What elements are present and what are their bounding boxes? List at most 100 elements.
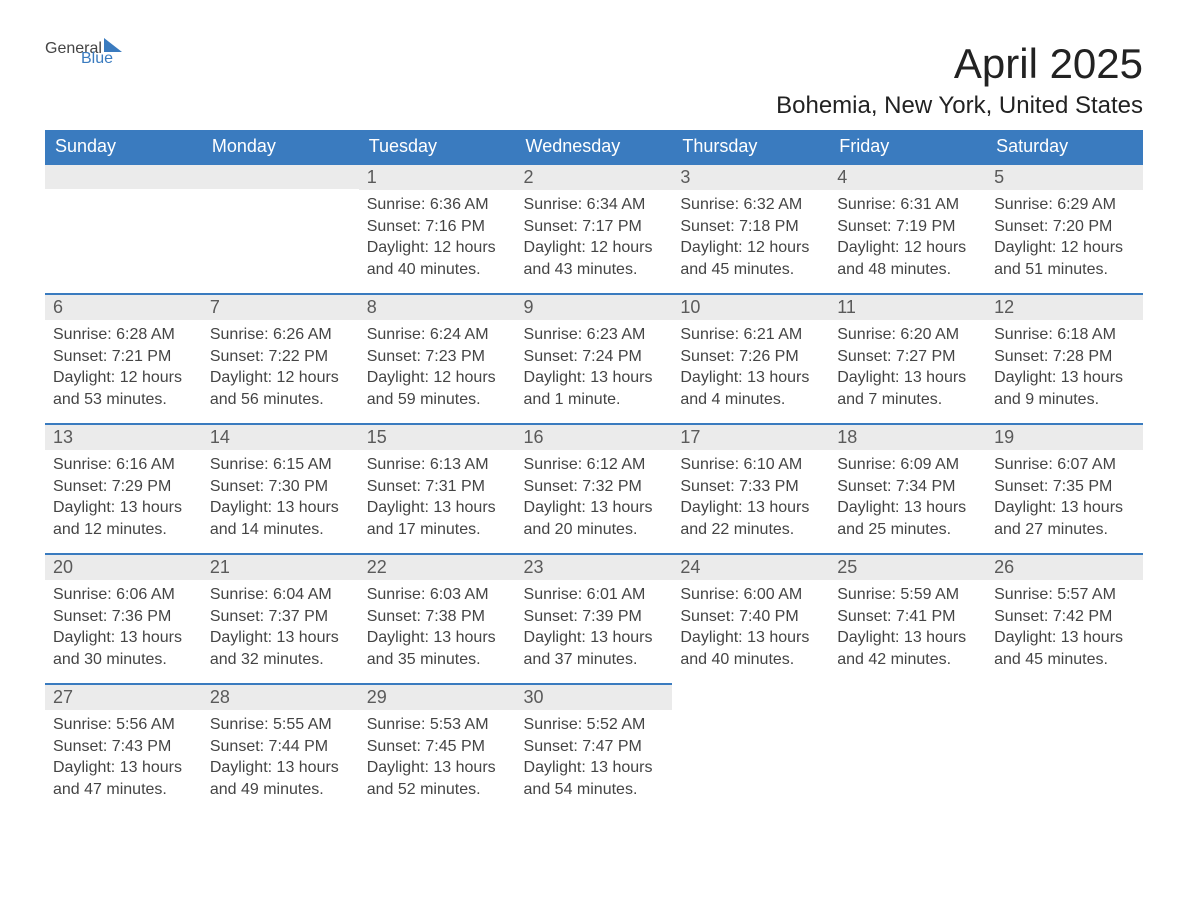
calendar-day-cell (45, 163, 202, 293)
day-number-bar: 26 (986, 553, 1143, 580)
day-number-bar: 4 (829, 163, 986, 190)
daylight-text: Daylight: 12 hours and 59 minutes. (367, 367, 508, 410)
location-subtitle: Bohemia, New York, United States (776, 92, 1143, 120)
day-number-bar: 1 (359, 163, 516, 190)
daylight-text: Daylight: 13 hours and 32 minutes. (210, 627, 351, 670)
day-details: Sunrise: 6:36 AMSunset: 7:16 PMDaylight:… (359, 190, 516, 290)
sunrise-text: Sunrise: 6:26 AM (210, 324, 351, 346)
day-details: Sunrise: 5:59 AMSunset: 7:41 PMDaylight:… (829, 580, 986, 680)
day-number-bar: 7 (202, 293, 359, 320)
day-details: Sunrise: 6:06 AMSunset: 7:36 PMDaylight:… (45, 580, 202, 680)
calendar-day-cell: 13Sunrise: 6:16 AMSunset: 7:29 PMDayligh… (45, 423, 202, 553)
sunset-text: Sunset: 7:35 PM (994, 476, 1135, 498)
sunrise-text: Sunrise: 6:12 AM (524, 454, 665, 476)
daylight-text: Daylight: 13 hours and 20 minutes. (524, 497, 665, 540)
day-number-bar: 6 (45, 293, 202, 320)
sunset-text: Sunset: 7:32 PM (524, 476, 665, 498)
sunrise-text: Sunrise: 6:21 AM (680, 324, 821, 346)
calendar-day-cell: 9Sunrise: 6:23 AMSunset: 7:24 PMDaylight… (516, 293, 673, 423)
calendar-week-row: 27Sunrise: 5:56 AMSunset: 7:43 PMDayligh… (45, 683, 1143, 813)
sunrise-text: Sunrise: 5:53 AM (367, 714, 508, 736)
day-details: Sunrise: 6:24 AMSunset: 7:23 PMDaylight:… (359, 320, 516, 420)
daylight-text: Daylight: 12 hours and 51 minutes. (994, 237, 1135, 280)
calendar-day-cell (986, 683, 1143, 813)
sunrise-text: Sunrise: 5:56 AM (53, 714, 194, 736)
day-number-bar: 28 (202, 683, 359, 710)
calendar-week-row: 6Sunrise: 6:28 AMSunset: 7:21 PMDaylight… (45, 293, 1143, 423)
logo: General Blue (45, 40, 122, 68)
day-number-bar: 3 (672, 163, 829, 190)
calendar-day-cell (829, 683, 986, 813)
sunrise-text: Sunrise: 6:32 AM (680, 194, 821, 216)
sunrise-text: Sunrise: 6:01 AM (524, 584, 665, 606)
day-details: Sunrise: 5:55 AMSunset: 7:44 PMDaylight:… (202, 710, 359, 810)
day-number-bar: 19 (986, 423, 1143, 450)
sunrise-text: Sunrise: 5:52 AM (524, 714, 665, 736)
sunrise-text: Sunrise: 6:31 AM (837, 194, 978, 216)
sunset-text: Sunset: 7:42 PM (994, 606, 1135, 628)
sunset-text: Sunset: 7:18 PM (680, 216, 821, 238)
daylight-text: Daylight: 12 hours and 45 minutes. (680, 237, 821, 280)
daylight-text: Daylight: 13 hours and 54 minutes. (524, 757, 665, 800)
sunset-text: Sunset: 7:37 PM (210, 606, 351, 628)
day-details: Sunrise: 6:23 AMSunset: 7:24 PMDaylight:… (516, 320, 673, 420)
sunrise-text: Sunrise: 6:04 AM (210, 584, 351, 606)
day-number-bar: 9 (516, 293, 673, 320)
daylight-text: Daylight: 13 hours and 14 minutes. (210, 497, 351, 540)
logo-flag-icon (104, 38, 122, 52)
sunset-text: Sunset: 7:21 PM (53, 346, 194, 368)
daylight-text: Daylight: 13 hours and 25 minutes. (837, 497, 978, 540)
sunrise-text: Sunrise: 6:28 AM (53, 324, 194, 346)
weekday-header: Tuesday (359, 130, 516, 163)
daylight-text: Daylight: 13 hours and 37 minutes. (524, 627, 665, 670)
day-details: Sunrise: 5:57 AMSunset: 7:42 PMDaylight:… (986, 580, 1143, 680)
daylight-text: Daylight: 13 hours and 47 minutes. (53, 757, 194, 800)
calendar-day-cell: 29Sunrise: 5:53 AMSunset: 7:45 PMDayligh… (359, 683, 516, 813)
day-number-bar: 16 (516, 423, 673, 450)
sunset-text: Sunset: 7:36 PM (53, 606, 194, 628)
day-details: Sunrise: 5:53 AMSunset: 7:45 PMDaylight:… (359, 710, 516, 810)
sunrise-text: Sunrise: 6:16 AM (53, 454, 194, 476)
day-details: Sunrise: 5:56 AMSunset: 7:43 PMDaylight:… (45, 710, 202, 810)
sunrise-text: Sunrise: 5:57 AM (994, 584, 1135, 606)
day-details: Sunrise: 6:28 AMSunset: 7:21 PMDaylight:… (45, 320, 202, 420)
day-details: Sunrise: 6:34 AMSunset: 7:17 PMDaylight:… (516, 190, 673, 290)
sunrise-text: Sunrise: 6:15 AM (210, 454, 351, 476)
daylight-text: Daylight: 13 hours and 12 minutes. (53, 497, 194, 540)
calendar-day-cell (202, 163, 359, 293)
daylight-text: Daylight: 12 hours and 53 minutes. (53, 367, 194, 410)
day-number-bar (202, 163, 359, 189)
header: General Blue April 2025 Bohemia, New Yor… (45, 40, 1143, 120)
calendar-day-cell: 4Sunrise: 6:31 AMSunset: 7:19 PMDaylight… (829, 163, 986, 293)
sunset-text: Sunset: 7:31 PM (367, 476, 508, 498)
weekday-header: Saturday (986, 130, 1143, 163)
calendar-day-cell: 3 Sunrise: 6:32 AMSunset: 7:18 PMDaylight… (672, 163, 829, 293)
calendar-day-cell: 17Sunrise: 6:10 AMSunset: 7:33 PMDayligh… (672, 423, 829, 553)
sunrise-text: Sunrise: 6:34 AM (524, 194, 665, 216)
day-details: Sunrise: 6:16 AMSunset: 7:29 PMDaylight:… (45, 450, 202, 550)
sunrise-text: Sunrise: 6:36 AM (367, 194, 508, 216)
day-number-bar: 29 (359, 683, 516, 710)
calendar-day-cell: 18Sunrise: 6:09 AMSunset: 7:34 PMDayligh… (829, 423, 986, 553)
daylight-text: Daylight: 13 hours and 42 minutes. (837, 627, 978, 670)
weekday-header: Monday (202, 130, 359, 163)
calendar-day-cell: 27Sunrise: 5:56 AMSunset: 7:43 PMDayligh… (45, 683, 202, 813)
calendar-day-cell: 2Sunrise: 6:34 AMSunset: 7:17 PMDaylight… (516, 163, 673, 293)
sunset-text: Sunset: 7:47 PM (524, 736, 665, 758)
calendar-table: SundayMondayTuesdayWednesdayThursdayFrid… (45, 130, 1143, 813)
calendar-week-row: 13Sunrise: 6:16 AMSunset: 7:29 PMDayligh… (45, 423, 1143, 553)
daylight-text: Daylight: 13 hours and 45 minutes. (994, 627, 1135, 670)
calendar-day-cell: 26Sunrise: 5:57 AMSunset: 7:42 PMDayligh… (986, 553, 1143, 683)
day-number-bar: 21 (202, 553, 359, 580)
daylight-text: Daylight: 13 hours and 1 minute. (524, 367, 665, 410)
daylight-text: Daylight: 13 hours and 4 minutes. (680, 367, 821, 410)
day-number-bar: 5 (986, 163, 1143, 190)
sunrise-text: Sunrise: 6:00 AM (680, 584, 821, 606)
sunset-text: Sunset: 7:39 PM (524, 606, 665, 628)
day-number-bar: 18 (829, 423, 986, 450)
day-details: Sunrise: 6:13 AMSunset: 7:31 PMDaylight:… (359, 450, 516, 550)
calendar-day-cell: 30Sunrise: 5:52 AMSunset: 7:47 PMDayligh… (516, 683, 673, 813)
weekday-header: Wednesday (516, 130, 673, 163)
day-number-bar: 8 (359, 293, 516, 320)
day-details: Sunrise: 6:12 AMSunset: 7:32 PMDaylight:… (516, 450, 673, 550)
